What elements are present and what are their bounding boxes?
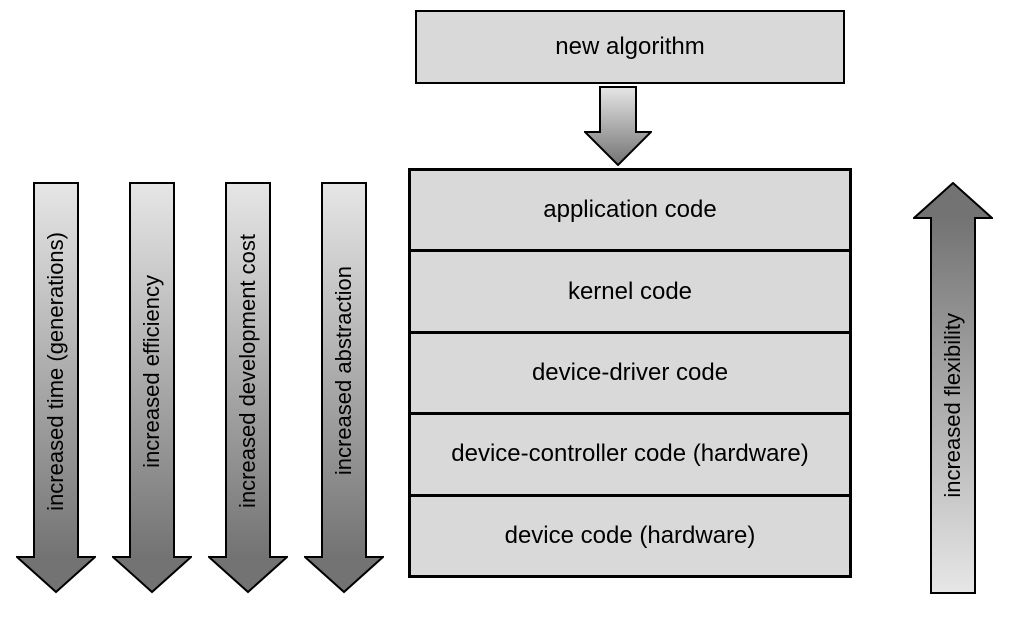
- down-arrow: increased efficiency: [112, 182, 192, 594]
- stack-row-label: device-driver code: [532, 359, 728, 387]
- stack-row: device-driver code: [411, 334, 849, 415]
- stack-row: device-controller code (hardware): [411, 415, 849, 496]
- stack-row: application code: [411, 171, 849, 252]
- connector-arrow: [584, 86, 652, 171]
- down-arrow-label: increased efficiency: [139, 275, 165, 468]
- down-arrow: increased development cost: [208, 182, 288, 594]
- stack-row-label: device-controller code (hardware): [451, 440, 809, 468]
- down-arrow: increased abstraction: [304, 182, 384, 594]
- down-arrow-label: increased time (generations): [43, 232, 69, 511]
- up-arrow: increased flexibility: [913, 182, 993, 594]
- stack-row-label: kernel code: [568, 278, 692, 306]
- new-algorithm-box: new algorithm: [415, 10, 845, 84]
- down-arrow-label: increased abstraction: [331, 266, 357, 475]
- stack-row: device code (hardware): [411, 497, 849, 575]
- down-arrow-label: increased development cost: [235, 234, 261, 508]
- stack-row-label: device code (hardware): [505, 522, 756, 550]
- down-arrow: increased time (generations): [16, 182, 96, 594]
- new-algorithm-label: new algorithm: [555, 33, 704, 61]
- stack-row-label: application code: [543, 196, 716, 224]
- up-arrow-label: increased flexibility: [940, 313, 966, 498]
- stack-row: kernel code: [411, 252, 849, 333]
- code-stack: application code kernel code device-driver…: [408, 168, 852, 578]
